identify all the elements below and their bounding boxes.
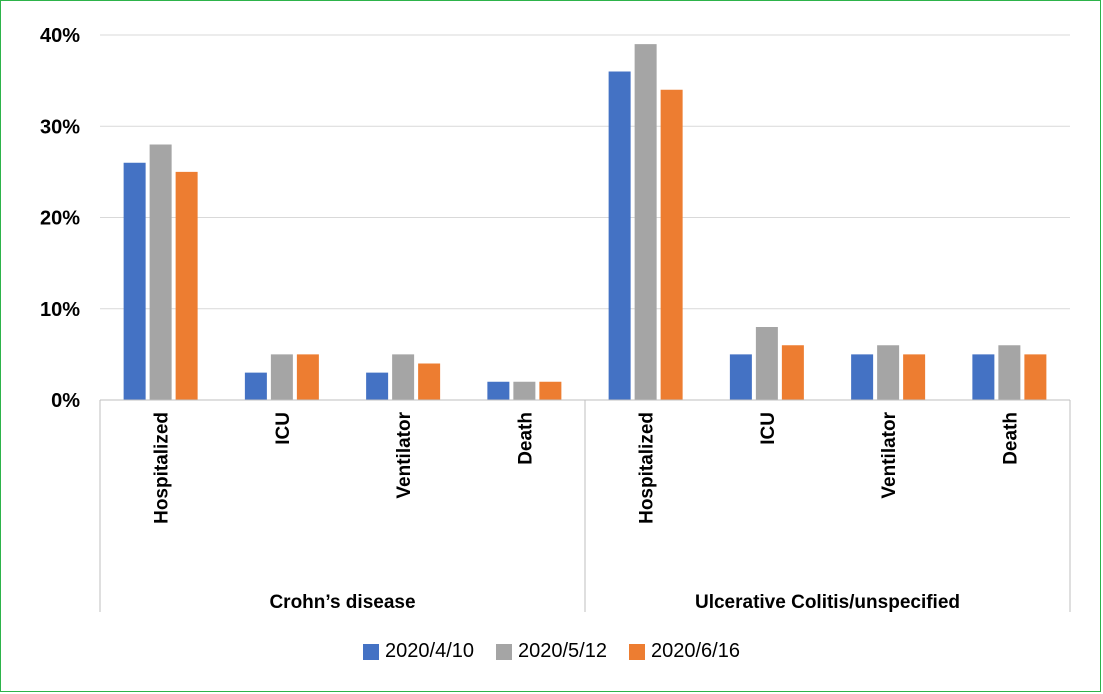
x-group-label: Crohn’s disease	[269, 592, 415, 613]
bar	[123, 162, 146, 400]
bar	[418, 363, 441, 400]
bar	[175, 171, 198, 400]
legend-swatch	[628, 643, 645, 660]
legend-label: 2020/4/10	[385, 640, 474, 662]
x-category-label: Hospitalized	[152, 412, 173, 524]
bar	[634, 44, 657, 400]
x-category-label: Hospitalized	[637, 412, 658, 524]
bar	[972, 354, 995, 400]
legend-swatch	[363, 643, 380, 660]
legend-label: 2020/5/12	[518, 640, 607, 662]
y-tick-label: 40%	[40, 25, 80, 47]
x-category-label: Death	[1000, 412, 1021, 465]
y-tick-label: 0%	[51, 390, 80, 412]
x-group-label: Ulcerative Colitis/unspecified	[695, 592, 960, 613]
x-category-label: ICU	[273, 412, 294, 445]
legend-item: 2020/6/16	[628, 640, 740, 663]
bar	[877, 345, 900, 400]
legend-item: 2020/4/10	[363, 640, 474, 663]
bar	[296, 354, 319, 400]
bar	[539, 381, 562, 400]
x-category-label: Ventilator	[394, 411, 415, 498]
bar	[1024, 354, 1047, 400]
x-category-label: Ventilator	[879, 411, 900, 498]
x-category-label: ICU	[758, 412, 779, 445]
legend: 2020/4/10 2020/5/12 2020/6/16	[0, 640, 1103, 663]
axes	[99, 399, 1071, 612]
bar	[903, 354, 926, 400]
bar	[660, 89, 683, 400]
bar	[366, 372, 389, 400]
bar	[608, 71, 631, 400]
legend-label: 2020/6/16	[650, 640, 740, 662]
legend-swatch	[496, 643, 512, 660]
x-category-label: Death	[515, 412, 536, 465]
bar	[781, 345, 804, 400]
y-tick-label: 20%	[40, 208, 80, 230]
y-tick-labels: 0% 10% 20% 30% 40%	[40, 25, 80, 412]
legend-item: 2020/5/12	[496, 640, 607, 663]
y-tick-label: 30%	[40, 116, 80, 138]
bar	[270, 354, 293, 400]
x-category-labels: Hospitalized ICU Ventilator Death Hospitaliz…	[152, 411, 1022, 524]
bar	[998, 345, 1021, 400]
bar	[513, 381, 536, 400]
bar	[729, 354, 752, 400]
bar	[851, 354, 874, 400]
y-tick-label: 10%	[40, 299, 80, 321]
bar	[149, 144, 172, 400]
bar	[755, 327, 778, 400]
bar	[392, 354, 415, 400]
gridlines	[100, 34, 1070, 310]
x-group-labels: Crohn’s disease Ulcerative Colitis/unspec…	[269, 592, 960, 613]
bar	[487, 381, 510, 400]
bar	[244, 372, 267, 400]
bars	[123, 44, 1047, 400]
